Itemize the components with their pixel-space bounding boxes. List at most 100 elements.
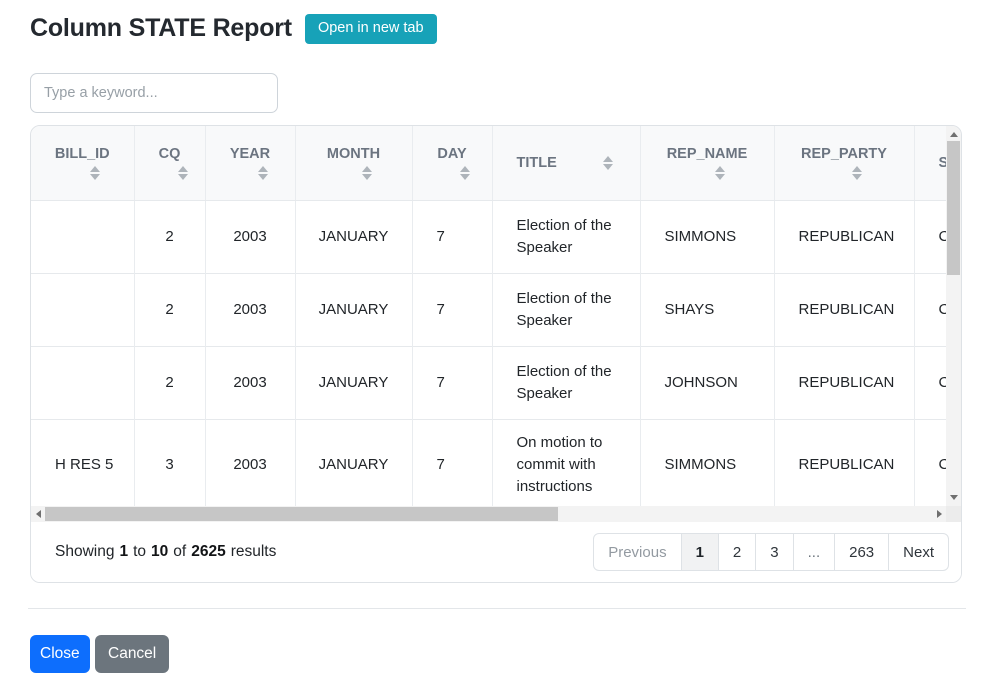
column-label: S: [939, 155, 947, 171]
showing-word: Showing: [55, 543, 115, 560]
column-header-content: S: [915, 126, 947, 200]
cell-rep_name: JOHNSON: [639, 345, 774, 419]
column-header-content: REP_PARTY: [775, 126, 914, 200]
column-label: BILL_ID: [54, 145, 110, 162]
cell-title: Election of the Speaker: [491, 272, 640, 346]
column-header-title[interactable]: TITLE: [491, 126, 640, 201]
column-header-content: BILL_ID: [31, 126, 134, 200]
cell-rep_party: REPUBLICAN: [773, 272, 914, 346]
scroll-up-arrow-icon[interactable]: [946, 127, 961, 141]
open-in-new-tab-button[interactable]: Open in new tab: [304, 14, 437, 44]
sort-icon: [177, 165, 188, 180]
sort-icon: [715, 165, 725, 180]
column-label: REP_NAME: [666, 145, 748, 162]
cell-month: JANUARY: [294, 418, 412, 506]
table-row: 2 2003 JANUARY 7 Election of the Speaker JOHN…: [31, 345, 946, 419]
cell-cq: 2: [133, 345, 205, 419]
column-label: REP_PARTY: [801, 145, 887, 162]
column-header-rep_name[interactable]: REP_NAME: [639, 126, 774, 201]
showing-results-word: results: [230, 543, 277, 560]
sort-icon: [258, 165, 268, 180]
cell-bill_id: [31, 272, 134, 346]
cell-cq: 3: [133, 418, 205, 506]
scrollbar-corner: [946, 506, 961, 522]
showing-to-word: to: [133, 543, 147, 560]
cell-day: 7: [411, 418, 492, 506]
column-header-content: REP_NAME: [641, 126, 774, 200]
cell-day: 7: [411, 345, 492, 419]
cell-year: 2003: [204, 418, 295, 506]
next-button[interactable]: Next: [888, 533, 949, 571]
sort-icon: [361, 165, 372, 180]
cell-state: C: [913, 272, 946, 346]
vertical-scrollbar[interactable]: [946, 126, 961, 506]
previous-button[interactable]: Previous: [593, 533, 682, 571]
cell-day: 7: [411, 200, 492, 273]
cell-cq: 2: [133, 200, 205, 273]
cell-title: Election of the Speaker: [491, 200, 640, 273]
footer-divider: [28, 608, 966, 609]
pagination: Previous 1 2 3... 263 Next: [593, 533, 949, 571]
page-button-2[interactable]: 2: [717, 533, 757, 571]
showing-summary: Showing 1 to 10 of 2625 results: [55, 543, 276, 561]
column-header-month[interactable]: MONTH: [294, 126, 412, 201]
showing-from: 1: [119, 543, 129, 560]
sort-icon: [90, 165, 101, 180]
vertical-scrollbar-thumb[interactable]: [947, 141, 960, 275]
pagination-ellipsis: ...: [792, 533, 836, 571]
cell-cq: 2: [133, 272, 205, 346]
cell-year: 2003: [204, 345, 295, 419]
sort-icon: [602, 155, 613, 170]
report-card: BILL_ID CQ YEAR MONTH DAY TITLE REP_NAME REP_PA…: [30, 125, 962, 583]
scroll-right-arrow-icon[interactable]: [932, 506, 946, 522]
column-label: DAY: [437, 145, 467, 162]
showing-to: 10: [151, 543, 169, 560]
cell-month: JANUARY: [294, 200, 412, 273]
cell-month: JANUARY: [294, 272, 412, 346]
page-button-3[interactable]: 3: [755, 533, 794, 571]
cell-rep_name: SIMMONS: [639, 418, 774, 506]
column-header-day[interactable]: DAY: [411, 126, 492, 201]
cell-state: C: [913, 345, 946, 419]
table-body: 2 2003 JANUARY 7 Election of the Speaker SIMM…: [31, 200, 946, 506]
column-header-content: MONTH: [296, 126, 412, 200]
column-header-year[interactable]: YEAR: [204, 126, 295, 201]
cancel-button[interactable]: Cancel: [95, 635, 170, 673]
cell-rep_name: SIMMONS: [639, 200, 774, 273]
page-title: Column STATE Report: [30, 14, 292, 43]
close-button[interactable]: Close: [30, 635, 90, 673]
column-header-cq[interactable]: CQ: [133, 126, 205, 201]
column-header-content: YEAR: [206, 126, 295, 200]
column-header-content: TITLE: [493, 126, 640, 200]
cell-title: Election of the Speaker: [491, 345, 640, 419]
table-header-row: BILL_ID CQ YEAR MONTH DAY TITLE REP_NAME REP_PA…: [31, 126, 947, 201]
report-table: BILL_ID CQ YEAR MONTH DAY TITLE REP_NAME REP_PA…: [31, 126, 946, 506]
page-button-263[interactable]: 263: [834, 533, 890, 571]
cell-rep_name: SHAYS: [639, 272, 774, 346]
column-label: TITLE: [516, 154, 557, 171]
column-header-content: CQ: [135, 126, 205, 200]
cell-year: 2003: [204, 200, 295, 273]
sort-icon: [852, 165, 862, 180]
table-footer: Showing 1 to 10 of 2625 results Previous…: [31, 522, 961, 582]
cell-rep_party: REPUBLICAN: [773, 418, 914, 506]
keyword-search-input[interactable]: [30, 73, 278, 113]
cell-state: C: [913, 418, 946, 506]
cell-title: On motion to commit with instructions: [491, 418, 640, 506]
cell-state: C: [913, 200, 946, 273]
cell-bill_id: [31, 345, 134, 419]
title-row: Column STATE Report Open in new tab: [30, 14, 437, 44]
cell-bill_id: [31, 200, 134, 273]
table-row: H RES 5 3 2003 JANUARY 7 On motion to commit …: [31, 418, 946, 506]
horizontal-scrollbar-thumb[interactable]: [45, 507, 558, 521]
column-header-bill_id[interactable]: BILL_ID: [31, 126, 134, 201]
column-label: CQ: [158, 145, 181, 162]
page-button-1[interactable]: 1: [680, 533, 719, 571]
scroll-down-arrow-icon[interactable]: [946, 490, 961, 504]
sort-icon: [460, 165, 470, 180]
table-row: 2 2003 JANUARY 7 Election of the Speaker SIMM…: [31, 200, 946, 273]
scroll-left-arrow-icon[interactable]: [31, 506, 45, 522]
column-header-rep_party[interactable]: REP_PARTY: [773, 126, 914, 201]
cell-year: 2003: [204, 272, 295, 346]
horizontal-scrollbar[interactable]: [31, 506, 946, 522]
